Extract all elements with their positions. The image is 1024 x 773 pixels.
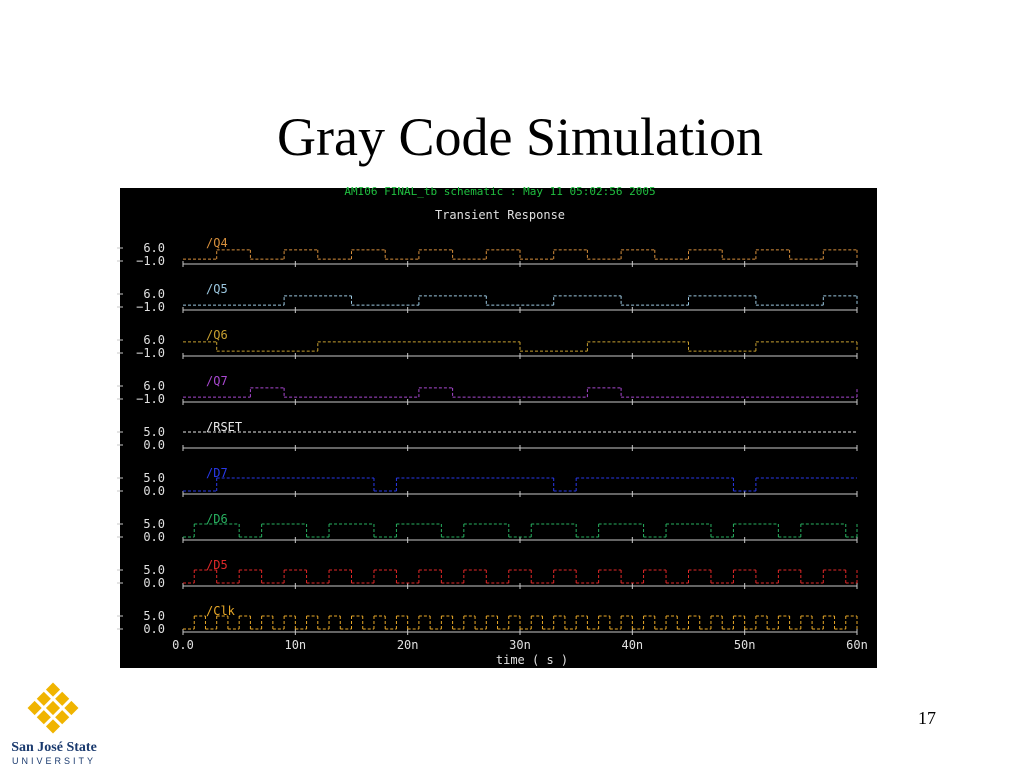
legend-label: /Q6 <box>206 328 228 342</box>
y-tick-label: 0.0 <box>143 438 165 452</box>
legend-label: /Q7 <box>206 374 228 388</box>
y-tick-label: 6.0 <box>143 287 165 301</box>
plot-title: Transient Response <box>435 208 565 222</box>
x-tick-label: 40n <box>621 638 643 652</box>
logo-name: San José State <box>11 740 97 755</box>
legend-label: /Q4 <box>206 236 228 250</box>
y-tick-label: −1.0 <box>136 254 165 268</box>
y-tick-label: 0.0 <box>143 576 165 590</box>
y-tick-label: 6.0 <box>143 241 165 255</box>
y-tick-label: 0.0 <box>143 530 165 544</box>
x-tick-label: 10n <box>284 638 306 652</box>
x-tick-label: 20n <box>397 638 419 652</box>
x-tick-label: 30n <box>509 638 531 652</box>
x-tick-label: 0.0 <box>172 638 194 652</box>
plot-panel <box>120 188 877 668</box>
y-tick-label: −1.0 <box>136 346 165 360</box>
legend-label: /D5 <box>206 558 228 572</box>
legend-label: /RSET <box>206 420 242 434</box>
y-tick-label: 6.0 <box>143 379 165 393</box>
y-tick-label: 5.0 <box>143 517 165 531</box>
x-tick-label: 50n <box>734 638 756 652</box>
x-tick-label: 60n <box>846 638 868 652</box>
y-tick-label: 0.0 <box>143 484 165 498</box>
logo-subtitle: UNIVERSITY <box>12 756 96 766</box>
plot-header: AMI06 FINAL_tb schematic : May 11 05:02:… <box>344 185 655 198</box>
y-tick-label: 5.0 <box>143 425 165 439</box>
logo: San José State UNIVERSITY <box>11 682 97 766</box>
y-tick-label: 0.0 <box>143 622 165 636</box>
y-tick-label: 6.0 <box>143 333 165 347</box>
legend-label: /D6 <box>206 512 228 526</box>
y-tick-label: 5.0 <box>143 471 165 485</box>
x-axis-label: time ( s ) <box>496 653 568 667</box>
page-number: 17 <box>918 708 936 728</box>
legend-label: /Clk <box>206 604 236 618</box>
legend-label: /D7 <box>206 466 228 480</box>
y-tick-label: 5.0 <box>143 609 165 623</box>
legend-label: /Q5 <box>206 282 228 296</box>
y-tick-label: 5.0 <box>143 563 165 577</box>
slide-title: Gray Code Simulation <box>277 107 763 167</box>
y-tick-label: −1.0 <box>136 392 165 406</box>
y-tick-label: −1.0 <box>136 300 165 314</box>
